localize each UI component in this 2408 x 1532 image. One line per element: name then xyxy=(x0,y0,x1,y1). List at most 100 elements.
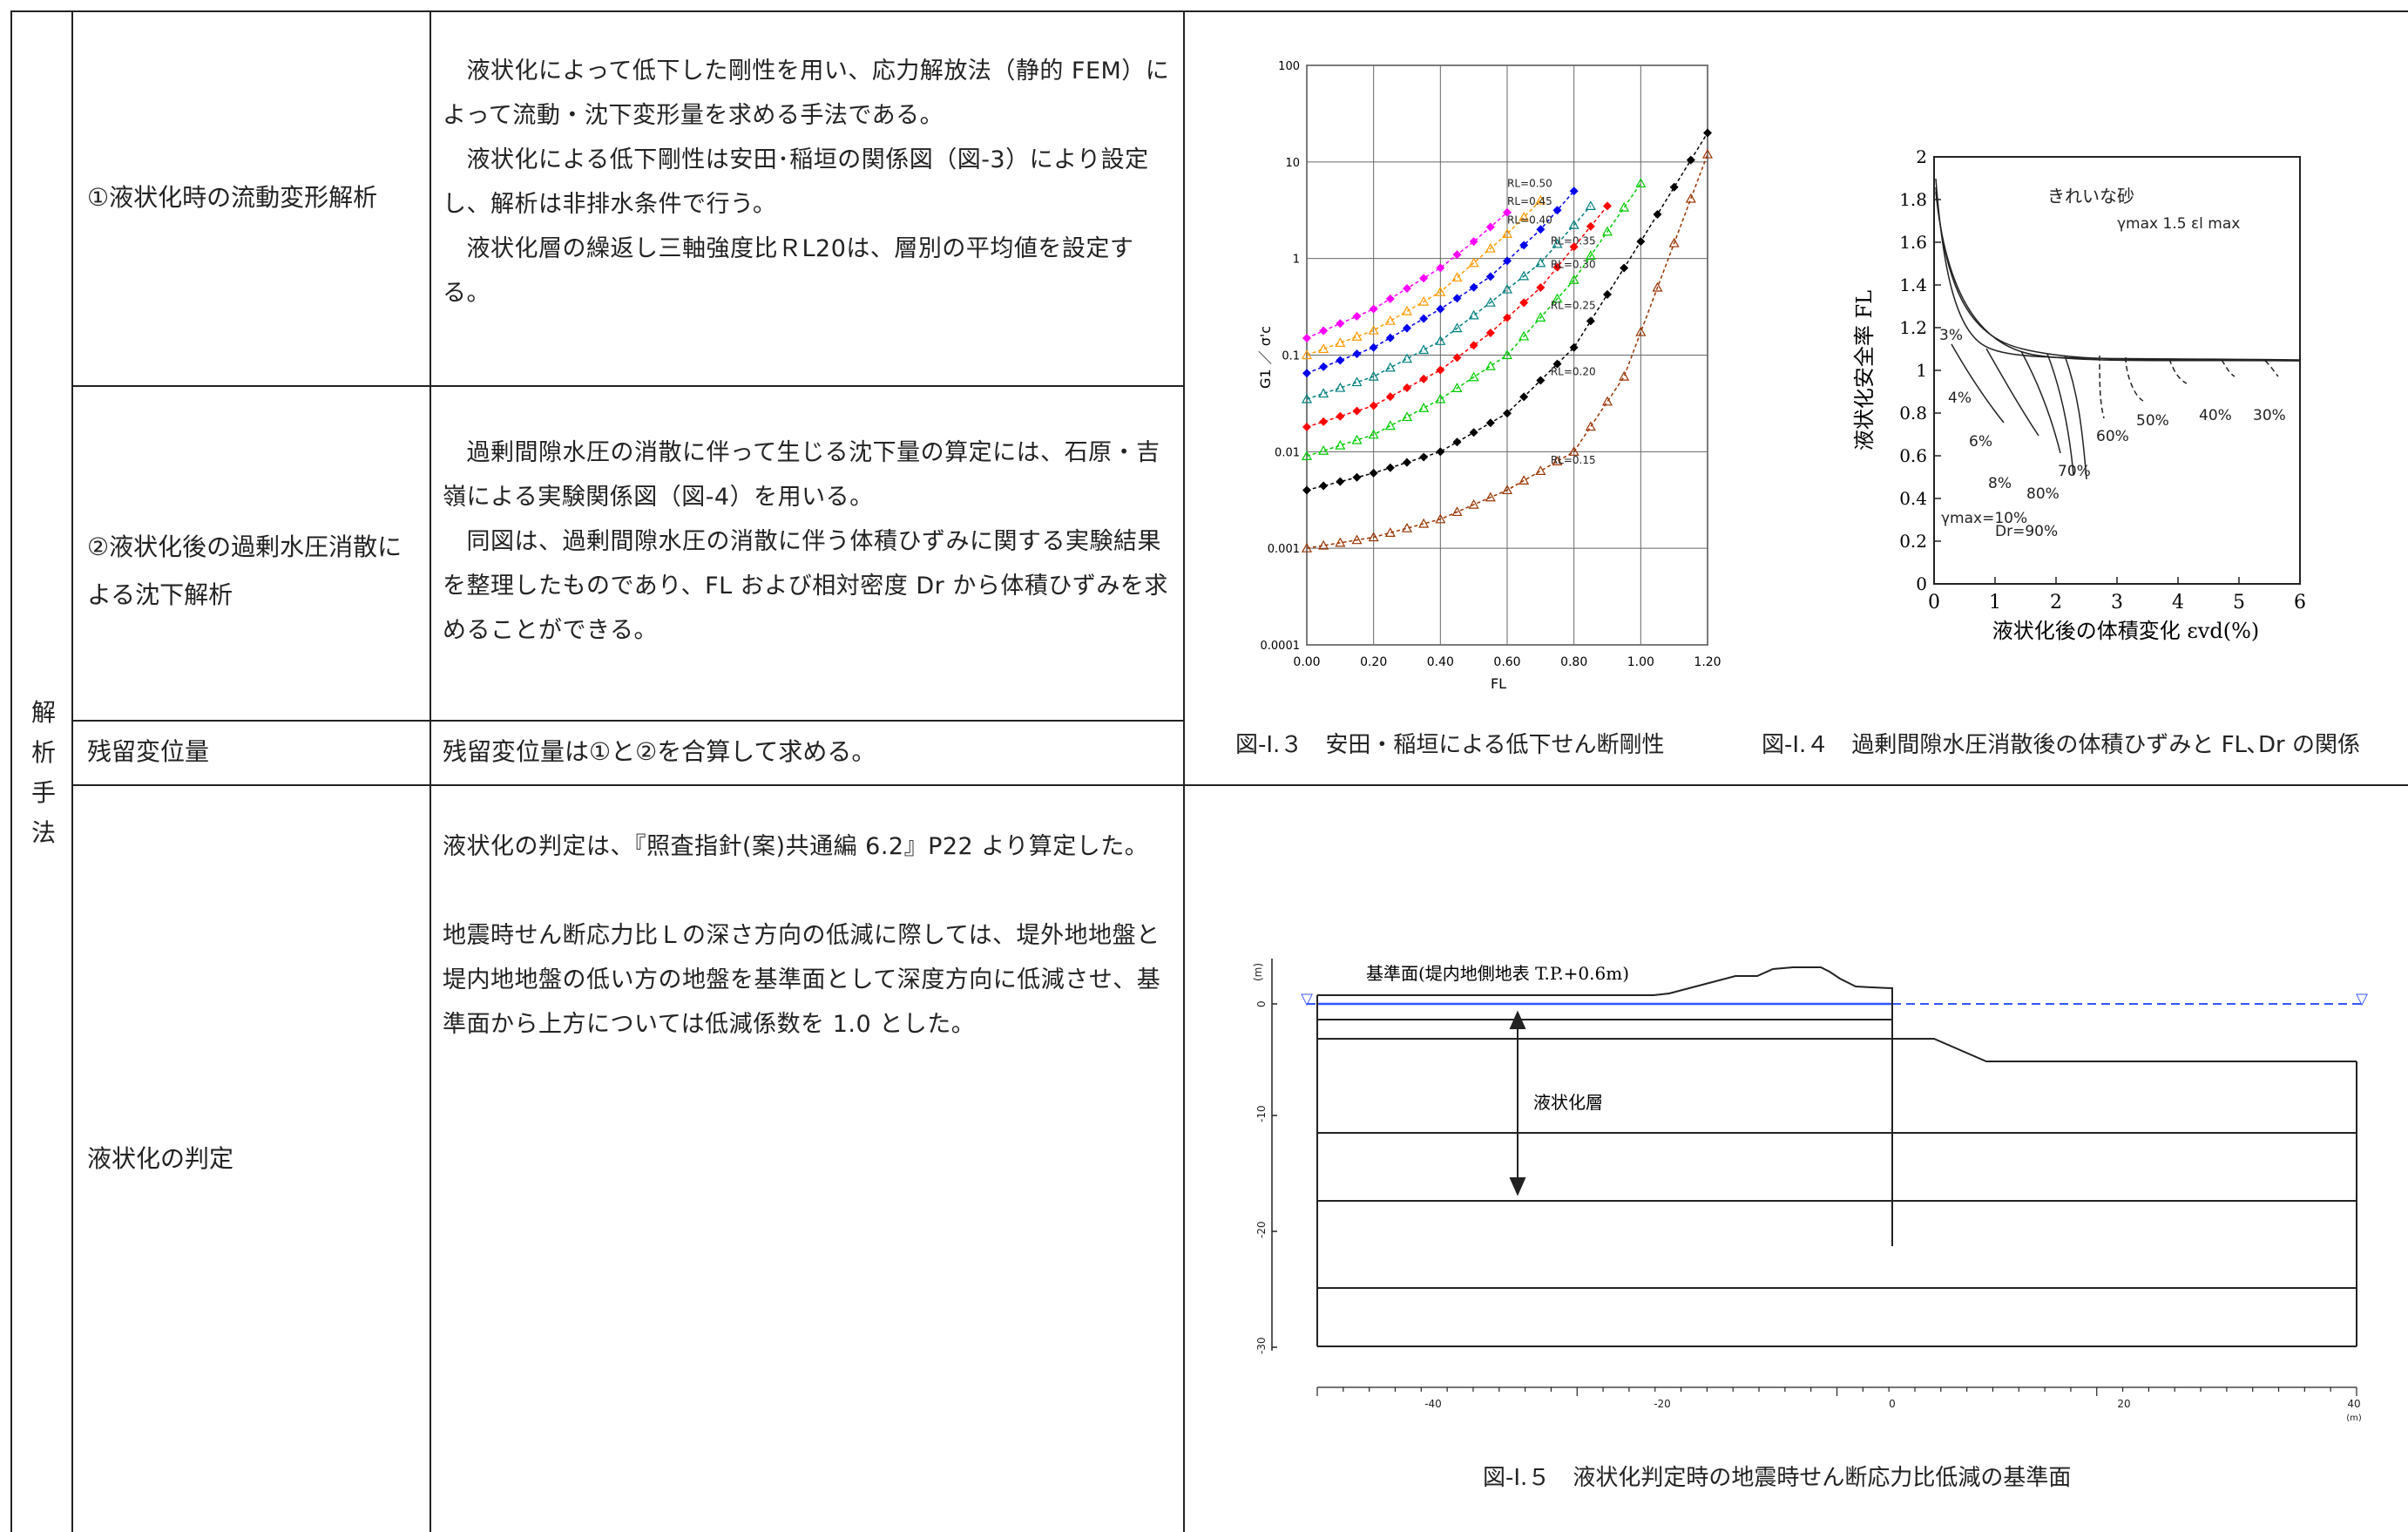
data-point xyxy=(1384,527,1396,537)
data-point xyxy=(1503,409,1512,418)
data-point xyxy=(1619,201,1630,212)
series-label: RL=0.25 xyxy=(1551,300,1596,312)
x-tick-label: 0 xyxy=(1889,1398,1896,1410)
data-point xyxy=(1351,331,1363,341)
data-point xyxy=(1586,316,1595,326)
data-point xyxy=(1384,362,1396,372)
data-point xyxy=(1301,542,1313,552)
data-point xyxy=(1501,485,1513,495)
category-char: 法 xyxy=(30,818,56,847)
x-tick-label: 1.00 xyxy=(1627,655,1654,669)
data-point xyxy=(1451,322,1463,333)
data-point xyxy=(1568,446,1579,456)
data-point xyxy=(1552,456,1563,465)
data-point xyxy=(1569,342,1579,352)
data-point xyxy=(1336,319,1345,329)
x-axis-label: FL xyxy=(1491,675,1506,692)
y-tick-label: 0.0001 xyxy=(1261,640,1301,653)
figure-4-chart: 0 1 2 3 4 5 6 0 0.2 0.4 0.6 0.8 1 1.2 1.4 1.6 1.8 2 きれいな砂… xyxy=(1852,146,2306,643)
y-tick-label: 0.8 xyxy=(1899,403,1927,424)
paragraph: 地震時せん断応力比Ｌの深さ方向の低減に際しては、堤外地地盤と堤内地地盤の低い方の… xyxy=(443,922,1161,1038)
data-point xyxy=(1501,283,1513,294)
data-point xyxy=(1485,296,1496,307)
data-point xyxy=(1701,148,1714,159)
data-point xyxy=(1368,429,1379,439)
y-tick-label: (m) xyxy=(1252,963,1264,981)
series-line xyxy=(1306,205,1592,400)
data-point xyxy=(1451,506,1463,517)
category-char: 解 xyxy=(30,698,56,727)
figure-3-chart: RL=0.50 RL=0.45 RL=0.40 RL=0.35 RL=0.30 RL=0.… xyxy=(1257,60,1721,692)
y-tick-label: 1.4 xyxy=(1899,275,1927,295)
data-point xyxy=(1368,370,1379,381)
y-axis-ticks: (m) 0 -10 -20 -30 xyxy=(1252,963,1268,1354)
data-point xyxy=(1301,349,1313,360)
figure-4-caption: 図-Ⅰ.４ 過剰間隙水圧消散後の体積ひずみと FL､Dr の関係 xyxy=(1762,732,2360,758)
data-point xyxy=(1301,451,1313,461)
curve-label: 80% xyxy=(2026,485,2060,503)
series-line xyxy=(1306,153,1708,549)
data-point xyxy=(1384,315,1396,325)
data-point xyxy=(1352,472,1362,482)
table-border-left xyxy=(10,10,12,1532)
data-point xyxy=(1536,225,1546,234)
curve-label: 3% xyxy=(1939,327,1963,344)
data-point xyxy=(1503,313,1512,322)
paragraph: 液状化によって低下した剛性を用い、応力解放法（静的 FEM）によって流動・沈下変… xyxy=(443,58,1170,129)
x-tick-label: 4 xyxy=(2172,592,2184,613)
series-line xyxy=(1306,200,1541,356)
col-divider-2 xyxy=(430,10,431,1532)
chart-series-group: RL=0.50 RL=0.45 RL=0.40 RL=0.35 RL=0.30 RL=0.… xyxy=(1301,128,1714,552)
data-point xyxy=(1419,452,1429,462)
data-point xyxy=(1302,333,1311,342)
x-axis xyxy=(1316,1386,2357,1396)
data-point xyxy=(1418,518,1430,528)
y-axis-label: 液状化安全率 FL xyxy=(1852,290,1877,451)
x-tick-label: 6 xyxy=(2294,592,2306,613)
data-point xyxy=(1385,333,1395,342)
data-point xyxy=(1503,207,1512,217)
x-tick-label: 0.80 xyxy=(1560,655,1587,669)
data-point xyxy=(1335,439,1346,450)
data-point xyxy=(1301,393,1313,403)
series-rl-0-40: RL=0.40 xyxy=(1302,186,1579,378)
series-rl-0-50: RL=0.50 xyxy=(1302,178,1552,342)
data-point xyxy=(1452,353,1462,363)
x-tick-label: 40 xyxy=(2347,1398,2360,1410)
data-point xyxy=(1568,275,1579,284)
x-tick-label: (m) xyxy=(2346,1413,2362,1423)
ground-section xyxy=(1316,966,2357,1347)
x-tick-label: 1.20 xyxy=(1694,655,1721,669)
data-point xyxy=(1568,219,1579,229)
y-tick-label: 0 xyxy=(1255,1000,1268,1007)
data-point xyxy=(1501,349,1513,360)
row-label-judgement: 液状化の判定 xyxy=(87,1144,234,1173)
chart-ticks: 0 1 2 3 4 5 6 0 0.2 0.4 0.6 0.8 1 1.2 1.4 1.6 1.8 2 xyxy=(1899,146,2306,613)
series-rl-0-30: RL=0.30 xyxy=(1302,201,1612,432)
row-label-settlement: ②液状化後の過剰水圧消散による沈下解析 xyxy=(87,532,402,609)
data-point xyxy=(1319,417,1329,426)
data-point xyxy=(1435,336,1446,345)
data-point xyxy=(1436,365,1445,375)
data-point xyxy=(1585,421,1596,431)
x-tick-label: 20 xyxy=(2117,1398,2130,1410)
data-point xyxy=(1603,289,1612,299)
series-label: RL=0.45 xyxy=(1507,195,1552,207)
paragraph: 液状化による低下剛性は安田･稲垣の関係図（図-3）により設定し、解析は非排水条件… xyxy=(443,146,1149,218)
chart-annotation: γmax 1.5 εl max xyxy=(2117,215,2240,233)
col-divider-3 xyxy=(1183,10,1185,1532)
data-point xyxy=(1653,209,1662,219)
curve-label: 30% xyxy=(2253,407,2286,424)
data-point xyxy=(1686,155,1695,165)
x-axis-label: 液状化後の体積変化 εvd(%) xyxy=(1992,619,2260,643)
data-point xyxy=(1468,371,1479,382)
data-point xyxy=(1636,237,1646,247)
data-point xyxy=(1302,485,1311,495)
data-point xyxy=(1552,206,1562,215)
data-point xyxy=(1569,186,1579,196)
curve-label: 4% xyxy=(1948,390,1972,407)
data-point xyxy=(1336,477,1345,486)
data-point xyxy=(1685,193,1696,203)
y-tick-label: 1 xyxy=(1916,360,1927,381)
paragraph: 同図は、過剰間隙水圧の消散に伴う体積ひずみに関する実験結果を整理したものであり、… xyxy=(443,528,1168,644)
